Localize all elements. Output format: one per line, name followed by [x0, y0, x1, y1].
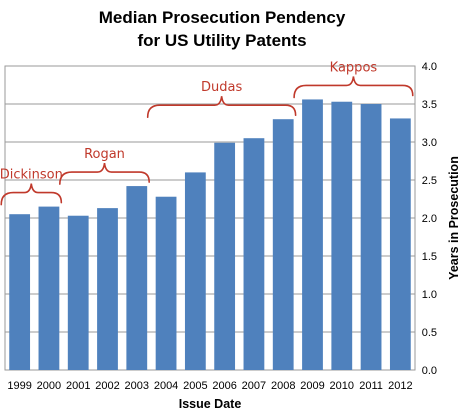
y-tick-label: 1.0	[422, 289, 437, 301]
annotation-label: Dudas	[201, 80, 242, 95]
annotation-label: Dickinson	[0, 168, 63, 183]
bar	[243, 138, 265, 370]
y-axis-title: Years in Prosecution	[447, 156, 461, 280]
bar	[67, 215, 89, 370]
bar	[360, 104, 382, 370]
x-tick-label: 2007	[242, 380, 266, 392]
x-tick-label: 2006	[212, 380, 236, 392]
bar	[155, 196, 177, 370]
x-tick-label: 2005	[183, 380, 207, 392]
x-tick-label: 2004	[154, 380, 178, 392]
x-tick-label: 2012	[388, 380, 412, 392]
chart-title-line-2: for US Utility Patents	[137, 31, 306, 50]
annotation-label: Kappos	[330, 60, 378, 75]
y-tick-label: 0.5	[422, 327, 437, 339]
y-tick-label: 3.0	[422, 137, 437, 149]
y-tick-label: 2.5	[422, 175, 437, 187]
bar	[97, 208, 118, 370]
bar	[272, 119, 294, 370]
annotation-brace	[59, 162, 150, 185]
bar	[9, 214, 31, 370]
y-tick-label: 4.0	[422, 61, 437, 73]
bar	[214, 142, 236, 370]
annotation-label: Rogan	[84, 147, 125, 162]
y-tick-label: 0.0	[422, 365, 437, 377]
x-axis-title: Issue Date	[179, 397, 242, 411]
x-tick-labels: 1999 2000 2001 2002 2003 2004 2005 2006 2007 2008…	[7, 380, 412, 392]
x-tick-label: 2003	[125, 380, 149, 392]
x-tick-label: 2000	[37, 380, 61, 392]
y-tick-label: 3.5	[422, 99, 437, 111]
bar	[184, 172, 206, 370]
x-tick-label: 2008	[271, 380, 295, 392]
y-tick-label: 1.5	[422, 251, 437, 263]
bar	[126, 186, 148, 370]
x-tick-label: 2010	[330, 380, 354, 392]
y-tick-labels: 0.0 0.5 1.0 1.5 2.0 2.5 3.0 3.5 4.0	[422, 61, 437, 377]
annotation-brace	[293, 76, 414, 99]
x-tick-label: 2002	[95, 380, 119, 392]
bar	[302, 99, 323, 370]
annotations: Dickinson Rogan Dudas Kappos	[0, 60, 414, 206]
annotation-brace	[146, 96, 297, 118]
bars	[9, 99, 411, 370]
y-tick-label: 2.0	[422, 213, 437, 225]
x-tick-label: 1999	[7, 380, 31, 392]
chart-title-line-1: Median Prosecution Pendency	[99, 8, 346, 27]
x-tick-label: 2001	[66, 380, 90, 392]
bar	[389, 118, 411, 370]
x-tick-label: 2009	[300, 380, 324, 392]
bar	[38, 206, 60, 370]
bar	[331, 101, 353, 370]
x-tick-label: 2011	[359, 380, 383, 392]
annotation-brace	[0, 183, 63, 206]
